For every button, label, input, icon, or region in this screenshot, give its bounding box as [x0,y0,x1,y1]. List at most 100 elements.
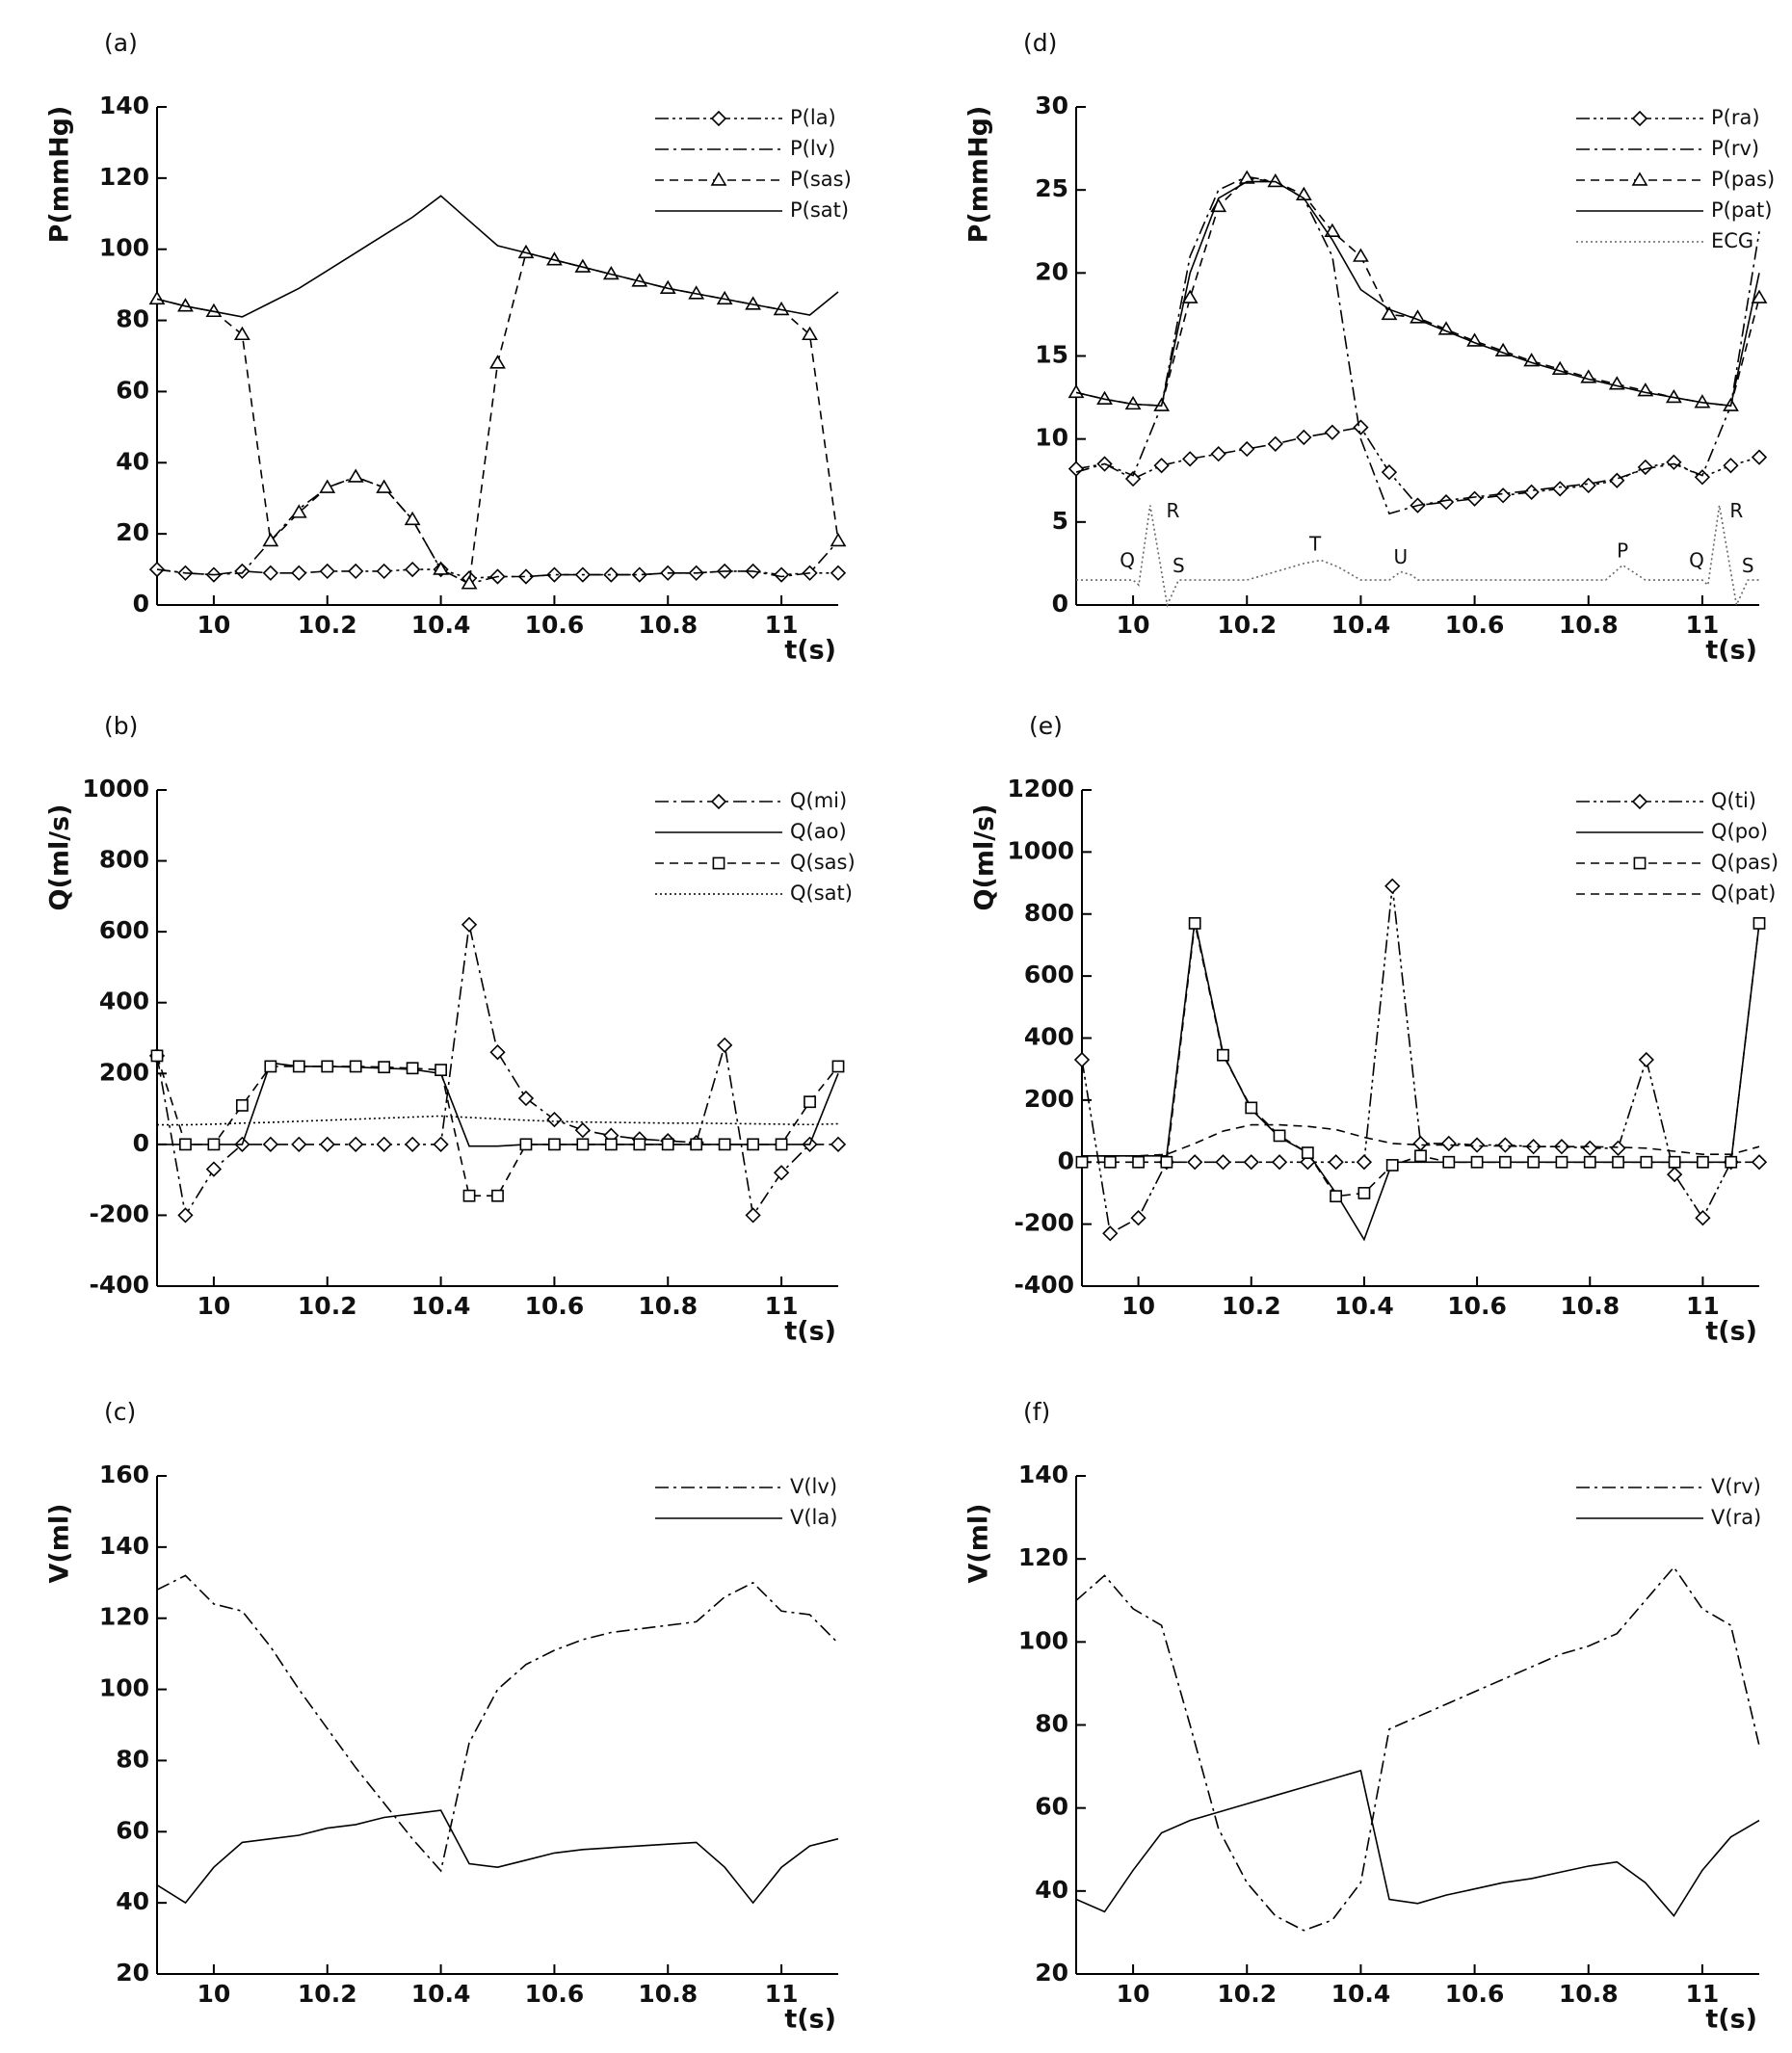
marker-diamond [404,561,421,578]
series-line [157,1574,839,1873]
marker-diamond [376,1136,392,1152]
y-tick-label: 0 [133,1129,149,1157]
marker-diamond [1356,1154,1373,1171]
marker-square [1498,1155,1512,1169]
y-tick-label: 60 [116,376,149,404]
marker-triangle [262,532,279,547]
marker-square [604,1138,618,1151]
marker-diamond [1609,472,1625,488]
marker-diamond [546,1111,563,1128]
y-tick-label: 40 [116,1887,149,1915]
series-line [1076,426,1760,507]
x-axis-label: t(s) [1705,636,1757,666]
legend-label: V(lv) [790,1475,837,1498]
marker-square [1217,1048,1229,1062]
marker-diamond [1631,793,1648,810]
y-tick-label: 20 [1035,1959,1068,1987]
marker-diamond [1296,429,1312,446]
marker-square [378,1061,391,1074]
y-tick-label: -400 [1014,1271,1074,1299]
marker-square [718,1138,731,1151]
x-axis-label: t(s) [784,1317,836,1347]
x-tick-label: 11 [1686,611,1720,639]
x-tick-label: 10.6 [1445,611,1505,639]
marker-diamond [717,1037,733,1053]
panel-label: (c) [104,1398,136,1426]
marker-square [1075,1155,1089,1169]
marker-diamond [1497,1137,1514,1153]
marker-diamond [489,1044,506,1061]
marker-diamond [461,916,478,933]
y-tick-label: -200 [89,1199,149,1227]
y-tick-label: 20 [1035,257,1068,285]
annotation: R [1166,499,1179,522]
marker-triangle [148,290,166,305]
x-tick-label: 11 [765,1292,799,1320]
marker-diamond [710,110,727,127]
series-line [157,476,839,585]
marker-diamond [1580,477,1596,494]
panel: (a) 0 20 40 60 80 100 120 140 10 10.2 10.4 10.6 10.8 1… [45,29,852,666]
y-tick-label: 5 [1052,507,1068,535]
annotation: S [1742,554,1754,577]
marker-square [1357,1187,1371,1199]
x-axis-label: t(s) [1705,2005,1757,2035]
legend-label: Q(pas) [1711,851,1779,874]
marker-triangle [1238,170,1255,184]
x-tick-label: 10.6 [1447,1292,1507,1320]
marker-square [804,1095,816,1109]
marker-square [1583,1155,1596,1169]
marker-diamond [291,565,307,581]
legend-label: Q(pat) [1711,882,1776,905]
marker-square [747,1138,760,1151]
marker-diamond [1267,435,1283,452]
y-tick-label: 10 [1035,424,1068,452]
y-tick-label: 80 [116,1745,149,1773]
legend-label: Q(po) [1711,820,1768,843]
marker-diamond [1153,458,1170,474]
legend-label: Q(sat) [790,882,853,905]
marker-diamond [1328,1154,1344,1171]
marker-triangle [489,355,506,369]
series-line [1082,1123,1760,1157]
series-line [157,1809,839,1905]
marker-diamond [234,563,250,580]
marker-triangle [319,479,336,493]
marker-triangle [433,561,449,575]
x-tick-label: 10.2 [298,1292,357,1320]
y-tick-label: 80 [116,305,149,333]
y-tick-label: 800 [99,846,149,874]
x-tick-label: 10 [198,1292,231,1320]
marker-triangle [233,326,250,341]
legend-label: V(la) [790,1506,837,1529]
panel: (e) -400 -200 0 200 400 600 800 1000 1200 10 10.2 10… [970,712,1779,1347]
marker-triangle [1067,383,1085,399]
marker-diamond [205,1161,223,1177]
x-tick-label: 10.6 [525,1980,585,2008]
marker-diamond [1637,459,1653,476]
series-line [1082,885,1759,1235]
marker-diamond [1694,469,1711,486]
y-tick-label: 0 [1052,590,1068,618]
series-line [1076,1769,1760,1918]
marker-diamond [1243,1154,1259,1171]
marker-diamond [348,1136,364,1152]
marker-square [1725,1155,1738,1169]
marker-square [633,1138,646,1151]
marker-diamond [1182,451,1199,467]
marker-square [712,856,725,870]
marker-diamond [1582,1140,1598,1156]
marker-diamond [1437,494,1455,511]
y-tick-label: 40 [1035,1876,1068,1904]
marker-diamond [1412,1135,1429,1152]
marker-square [831,1060,845,1073]
marker-triangle [1324,223,1341,237]
marker-diamond [1124,470,1142,487]
y-tick-label: 15 [1035,341,1068,369]
marker-diamond [1553,1139,1570,1155]
y-tick-label: 140 [1018,1461,1068,1488]
marker-triangle [376,479,393,493]
marker-diamond [1751,449,1768,465]
y-tick-label: 160 [99,1461,149,1488]
annotation: U [1393,545,1408,568]
